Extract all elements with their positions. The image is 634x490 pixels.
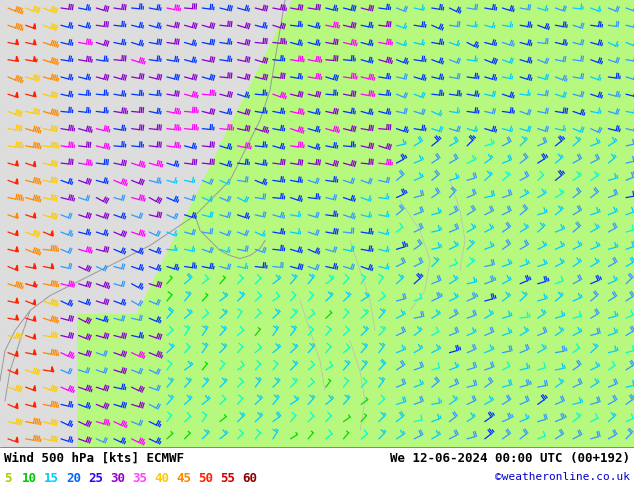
Polygon shape — [16, 92, 18, 98]
Polygon shape — [33, 213, 36, 218]
Text: ©weatheronline.co.uk: ©weatheronline.co.uk — [495, 472, 630, 482]
Text: 15: 15 — [44, 472, 59, 485]
Polygon shape — [15, 179, 18, 184]
Polygon shape — [16, 315, 18, 320]
Text: 60: 60 — [242, 472, 257, 485]
Polygon shape — [16, 213, 18, 219]
Text: 5: 5 — [4, 472, 11, 485]
Polygon shape — [34, 40, 36, 45]
Polygon shape — [33, 161, 36, 167]
Text: 25: 25 — [88, 472, 103, 485]
Text: 35: 35 — [132, 472, 147, 485]
Polygon shape — [34, 316, 36, 321]
Polygon shape — [16, 298, 18, 303]
Polygon shape — [51, 367, 54, 372]
Polygon shape — [15, 351, 18, 357]
Polygon shape — [15, 403, 18, 409]
Polygon shape — [33, 334, 36, 339]
Polygon shape — [16, 161, 18, 166]
Polygon shape — [34, 349, 36, 355]
Polygon shape — [15, 230, 18, 236]
Polygon shape — [33, 386, 36, 391]
Text: 30: 30 — [110, 472, 125, 485]
Text: 40: 40 — [154, 472, 169, 485]
Polygon shape — [16, 56, 18, 61]
Text: 10: 10 — [22, 472, 37, 485]
Text: 55: 55 — [220, 472, 235, 485]
Text: 20: 20 — [66, 472, 81, 485]
Polygon shape — [51, 264, 54, 269]
Text: Wind 500 hPa [kts] ECMWF: Wind 500 hPa [kts] ECMWF — [4, 452, 184, 465]
Polygon shape — [33, 299, 36, 305]
Text: 45: 45 — [176, 472, 191, 485]
Polygon shape — [16, 39, 18, 45]
Polygon shape — [16, 437, 18, 442]
Polygon shape — [34, 402, 36, 407]
Polygon shape — [51, 231, 53, 236]
Polygon shape — [34, 56, 36, 62]
Polygon shape — [16, 246, 18, 252]
Polygon shape — [33, 24, 36, 29]
Text: 50: 50 — [198, 472, 213, 485]
Polygon shape — [15, 369, 18, 374]
Polygon shape — [15, 265, 18, 270]
Polygon shape — [34, 281, 36, 287]
Text: We 12-06-2024 00:00 UTC (00+192): We 12-06-2024 00:00 UTC (00+192) — [390, 452, 630, 465]
Polygon shape — [34, 92, 36, 97]
Polygon shape — [34, 264, 36, 269]
